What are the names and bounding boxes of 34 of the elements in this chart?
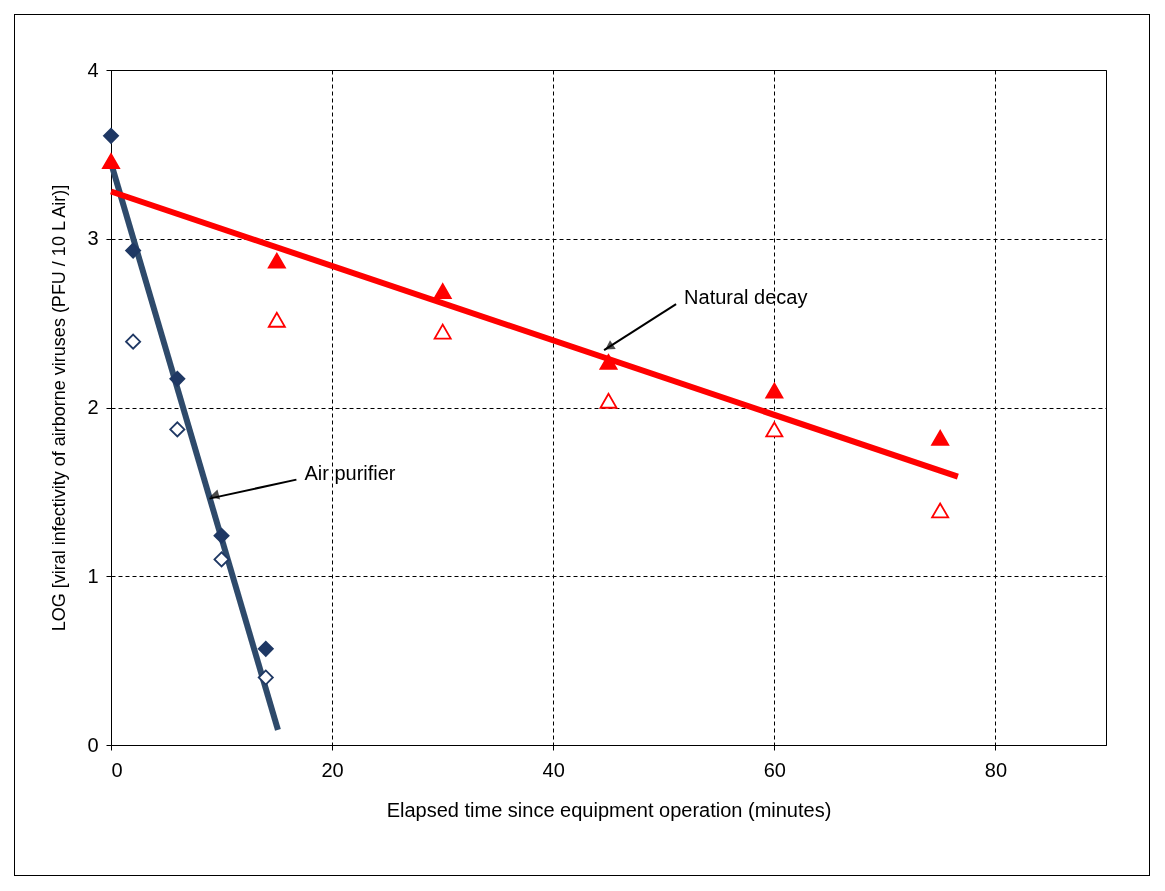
y-tick-label: 0 xyxy=(87,733,99,756)
point xyxy=(213,551,230,568)
x-tick-label: 0 xyxy=(111,758,123,781)
point xyxy=(599,392,618,409)
annotation: Natural decay xyxy=(684,286,808,309)
point xyxy=(125,333,142,350)
x-tick-label: 80 xyxy=(984,758,1008,781)
point xyxy=(765,382,784,399)
point xyxy=(267,311,286,328)
x-tick-label: 40 xyxy=(542,758,565,781)
point xyxy=(102,153,120,170)
point xyxy=(433,283,452,299)
point xyxy=(267,252,286,269)
point xyxy=(169,370,186,387)
y-axis-title: LOG [viral infectivity of airborne viruses (PFU / 10 L Air)] xyxy=(49,184,70,632)
x-axis-title: Elapsed time since equipment operation (minutes) xyxy=(386,798,832,821)
point xyxy=(213,527,230,544)
point xyxy=(169,421,186,438)
point xyxy=(257,669,274,686)
y-tick-label: 4 xyxy=(87,58,99,81)
annotation: Air purifier xyxy=(304,461,396,484)
point xyxy=(103,127,119,144)
x-tick-label: 20 xyxy=(321,758,344,781)
y-tick-label: 1 xyxy=(87,564,99,587)
point xyxy=(931,429,950,446)
point xyxy=(125,242,142,259)
y-tick-label: 3 xyxy=(87,227,99,250)
point xyxy=(931,502,950,519)
point xyxy=(433,323,452,340)
x-tick-label: 60 xyxy=(763,758,786,781)
point xyxy=(257,640,274,657)
point xyxy=(765,421,784,438)
y-tick-label: 2 xyxy=(87,396,99,418)
point xyxy=(599,354,618,370)
